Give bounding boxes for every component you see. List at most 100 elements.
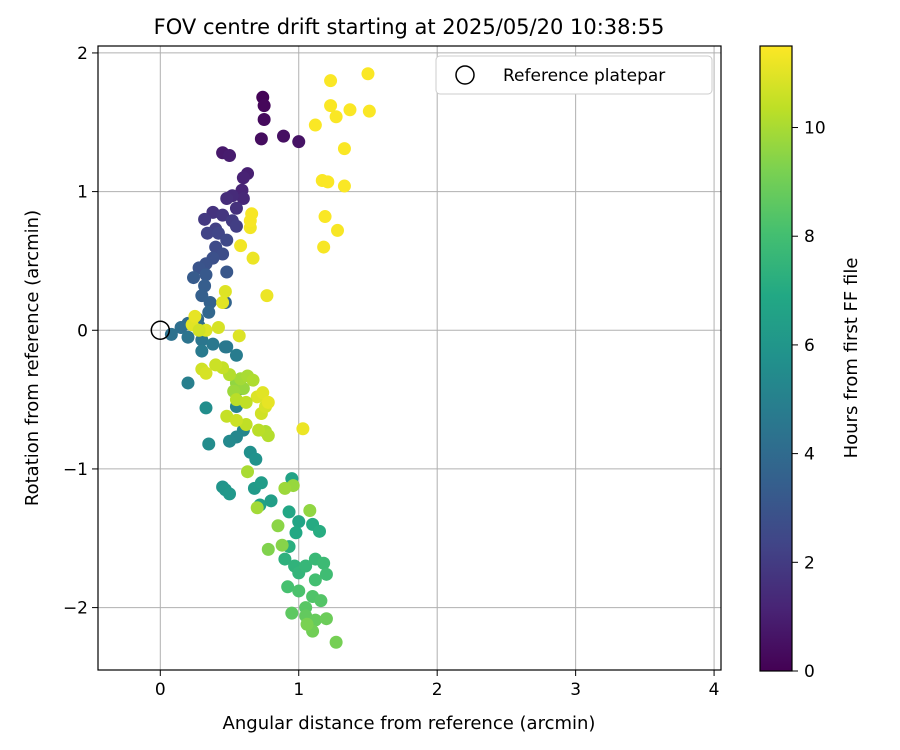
data-point	[254, 476, 268, 490]
data-point	[200, 226, 214, 240]
data-point	[232, 329, 246, 343]
data-point	[220, 192, 234, 206]
data-point	[216, 296, 230, 310]
y-tick-label: 0	[77, 321, 88, 341]
colorbar-tick-label: 0	[804, 662, 815, 682]
data-point	[188, 309, 202, 323]
data-point	[229, 219, 243, 233]
data-point	[246, 373, 260, 387]
data-point	[292, 584, 306, 598]
data-point	[202, 437, 216, 451]
data-point	[313, 524, 327, 538]
data-point	[245, 207, 259, 221]
data-point	[202, 305, 216, 319]
colorbar-label: Hours from first FF file	[841, 258, 862, 459]
data-point	[181, 376, 195, 390]
data-point	[252, 423, 266, 437]
data-point	[324, 74, 338, 88]
data-point	[223, 434, 237, 448]
data-point	[277, 129, 291, 143]
data-point	[292, 515, 306, 529]
data-point	[321, 175, 335, 189]
data-point	[229, 348, 243, 362]
data-point	[218, 340, 232, 354]
data-point	[281, 580, 295, 594]
data-point	[199, 401, 213, 415]
data-point	[278, 481, 292, 495]
y-tick-label: 1	[77, 183, 88, 203]
colorbar-tick-label: 8	[804, 227, 815, 247]
data-point	[261, 429, 275, 443]
data-point	[181, 330, 195, 344]
data-point	[275, 538, 289, 552]
data-point	[211, 320, 225, 334]
data-point	[300, 617, 314, 631]
legend-reference-label: Reference platepar	[503, 66, 665, 86]
data-point	[187, 271, 201, 285]
data-point	[318, 210, 332, 224]
data-point	[261, 395, 275, 409]
x-tick-label: 4	[709, 680, 720, 700]
data-point	[249, 452, 263, 466]
data-point	[362, 104, 376, 118]
data-point	[264, 494, 278, 508]
data-point	[260, 289, 274, 303]
data-point	[223, 149, 237, 163]
data-point	[223, 487, 237, 501]
data-point	[319, 567, 333, 581]
data-point	[254, 132, 268, 146]
colorbar-gradient	[759, 45, 793, 672]
plot-area: 0 1 2 3 4 −2 −1 0 1 2	[63, 44, 722, 700]
data-point	[241, 465, 255, 479]
data-point	[246, 251, 260, 265]
x-tick-label: 0	[155, 680, 166, 700]
data-point	[319, 612, 333, 626]
data-point	[229, 413, 243, 427]
chart-title: FOV centre drift starting at 2025/05/20 …	[154, 15, 665, 39]
data-point	[257, 99, 271, 113]
data-point	[239, 395, 253, 409]
data-point	[329, 110, 343, 124]
data-point	[236, 171, 250, 185]
data-point	[174, 320, 188, 334]
colorbar-tick-label: 10	[804, 119, 826, 139]
data-point	[289, 526, 303, 540]
data-point	[239, 418, 253, 432]
legend: Reference platepar	[435, 55, 713, 95]
data-point	[329, 635, 343, 649]
data-point	[296, 422, 310, 436]
data-point	[199, 366, 213, 380]
data-point	[314, 594, 328, 608]
reference-platepar-marker	[150, 320, 171, 341]
data-point	[195, 344, 209, 358]
data-point	[337, 179, 351, 193]
y-axis-ticks: −2 −1 0 1 2	[63, 44, 98, 619]
data-point	[250, 501, 264, 515]
y-tick-label: 2	[77, 44, 88, 64]
data-point	[361, 67, 375, 81]
data-point	[234, 239, 248, 253]
colorbar: 0 2 4 6 8 10 Hours from first FF file	[759, 45, 862, 682]
x-tick-label: 3	[570, 680, 581, 700]
colorbar-tick-label: 6	[804, 336, 815, 356]
data-point	[303, 504, 317, 518]
data-point	[218, 284, 232, 298]
data-point	[199, 268, 213, 282]
data-point	[164, 327, 178, 341]
data-point	[216, 208, 230, 222]
scatter-points	[164, 67, 376, 649]
data-point	[198, 212, 212, 226]
data-point	[220, 409, 234, 423]
data-point	[317, 240, 331, 254]
data-point	[343, 103, 357, 117]
colorbar-tick-label: 4	[804, 445, 815, 465]
colorbar-tick-label: 2	[804, 553, 815, 573]
data-point	[331, 223, 345, 237]
plot-frame	[97, 45, 722, 671]
legend-box	[435, 55, 713, 95]
x-axis-ticks: 0 1 2 3 4	[155, 670, 720, 700]
data-point	[308, 573, 322, 587]
data-point	[209, 358, 223, 372]
y-axis-label: Rotation from reference (arcmin)	[22, 210, 43, 506]
y-tick-label: −2	[63, 599, 88, 619]
